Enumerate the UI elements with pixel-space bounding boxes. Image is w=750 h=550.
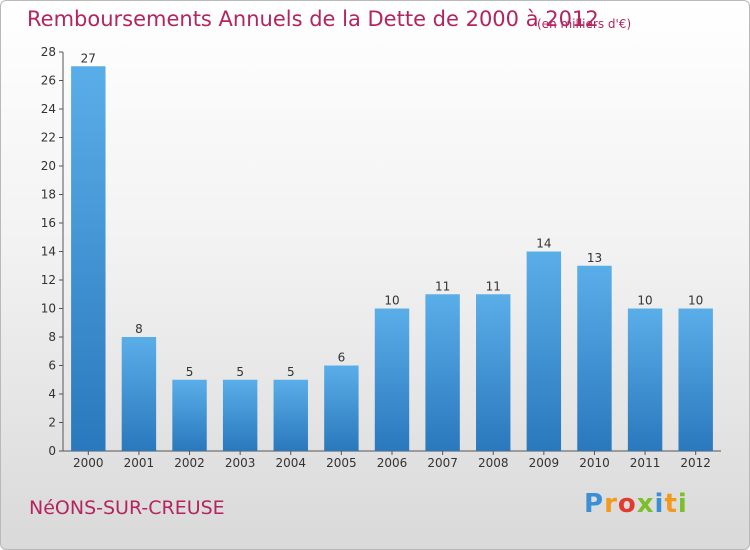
bar xyxy=(425,294,460,451)
y-tick-label: 4 xyxy=(48,387,56,401)
data-label: 13 xyxy=(587,251,602,265)
y-tick-label: 0 xyxy=(48,444,56,458)
x-tick-label: 2006 xyxy=(377,456,408,470)
x-tick-label: 2005 xyxy=(326,456,357,470)
chart-title: Remboursements Annuels de la Dette de 20… xyxy=(27,7,599,31)
y-tick-label: 2 xyxy=(48,416,56,430)
commune-name: NéONS-SUR-CREUSE xyxy=(29,497,225,519)
logo-letter: o xyxy=(617,489,637,519)
x-tick-label: 2003 xyxy=(225,456,256,470)
bar xyxy=(577,265,612,451)
data-label: 27 xyxy=(81,51,96,65)
x-tick-label: 2012 xyxy=(680,456,711,470)
y-tick-label: 10 xyxy=(41,302,56,316)
logo-letter: t xyxy=(664,489,678,519)
unit-note: (en milliers d'€) xyxy=(537,17,632,31)
bar xyxy=(273,379,308,451)
data-label: 11 xyxy=(435,279,450,293)
x-tick-label: 2008 xyxy=(478,456,509,470)
data-label: 5 xyxy=(186,365,194,379)
data-label: 10 xyxy=(637,294,652,308)
data-label: 10 xyxy=(688,294,703,308)
y-tick-label: 22 xyxy=(41,131,56,145)
x-tick-label: 2000 xyxy=(73,456,104,470)
logo-letter: x xyxy=(636,489,655,519)
y-tick-label: 16 xyxy=(41,216,56,230)
y-tick-label: 24 xyxy=(41,102,56,116)
data-label: 5 xyxy=(236,365,244,379)
x-tick-label: 2011 xyxy=(630,456,661,470)
x-tick-label: 2010 xyxy=(579,456,610,470)
bar xyxy=(172,379,207,451)
bar xyxy=(222,379,258,451)
x-tick-label: 2002 xyxy=(174,456,205,470)
data-label: 10 xyxy=(384,294,399,308)
bar xyxy=(627,308,663,451)
bar xyxy=(476,294,511,451)
y-tick-label: 20 xyxy=(41,159,56,173)
bar xyxy=(121,337,157,451)
bar xyxy=(324,365,359,451)
x-tick-label: 2007 xyxy=(427,456,458,470)
data-label: 8 xyxy=(135,322,143,336)
bar xyxy=(526,251,562,451)
y-tick-label: 12 xyxy=(41,273,56,287)
y-tick-label: 26 xyxy=(41,74,56,88)
logo-letter: i xyxy=(677,489,688,519)
data-label: 6 xyxy=(338,351,346,365)
bar xyxy=(374,308,410,451)
logo-letter: P xyxy=(584,489,605,519)
bar xyxy=(678,308,713,451)
y-tick-label: 18 xyxy=(41,188,56,202)
y-tick-label: 6 xyxy=(48,359,56,373)
y-tick-label: 8 xyxy=(48,330,56,344)
logo-letter: i xyxy=(654,489,665,519)
data-label: 11 xyxy=(486,279,501,293)
data-label: 5 xyxy=(287,365,295,379)
bar xyxy=(71,66,106,451)
x-tick-label: 2001 xyxy=(124,456,155,470)
logo-letter: r xyxy=(604,489,618,519)
y-tick-label: 28 xyxy=(41,45,56,59)
x-tick-label: 2009 xyxy=(529,456,560,470)
y-tick-label: 14 xyxy=(41,245,56,259)
x-tick-label: 2004 xyxy=(275,456,306,470)
proxiti-logo: Proxiti xyxy=(584,489,688,519)
data-label: 14 xyxy=(536,237,551,251)
